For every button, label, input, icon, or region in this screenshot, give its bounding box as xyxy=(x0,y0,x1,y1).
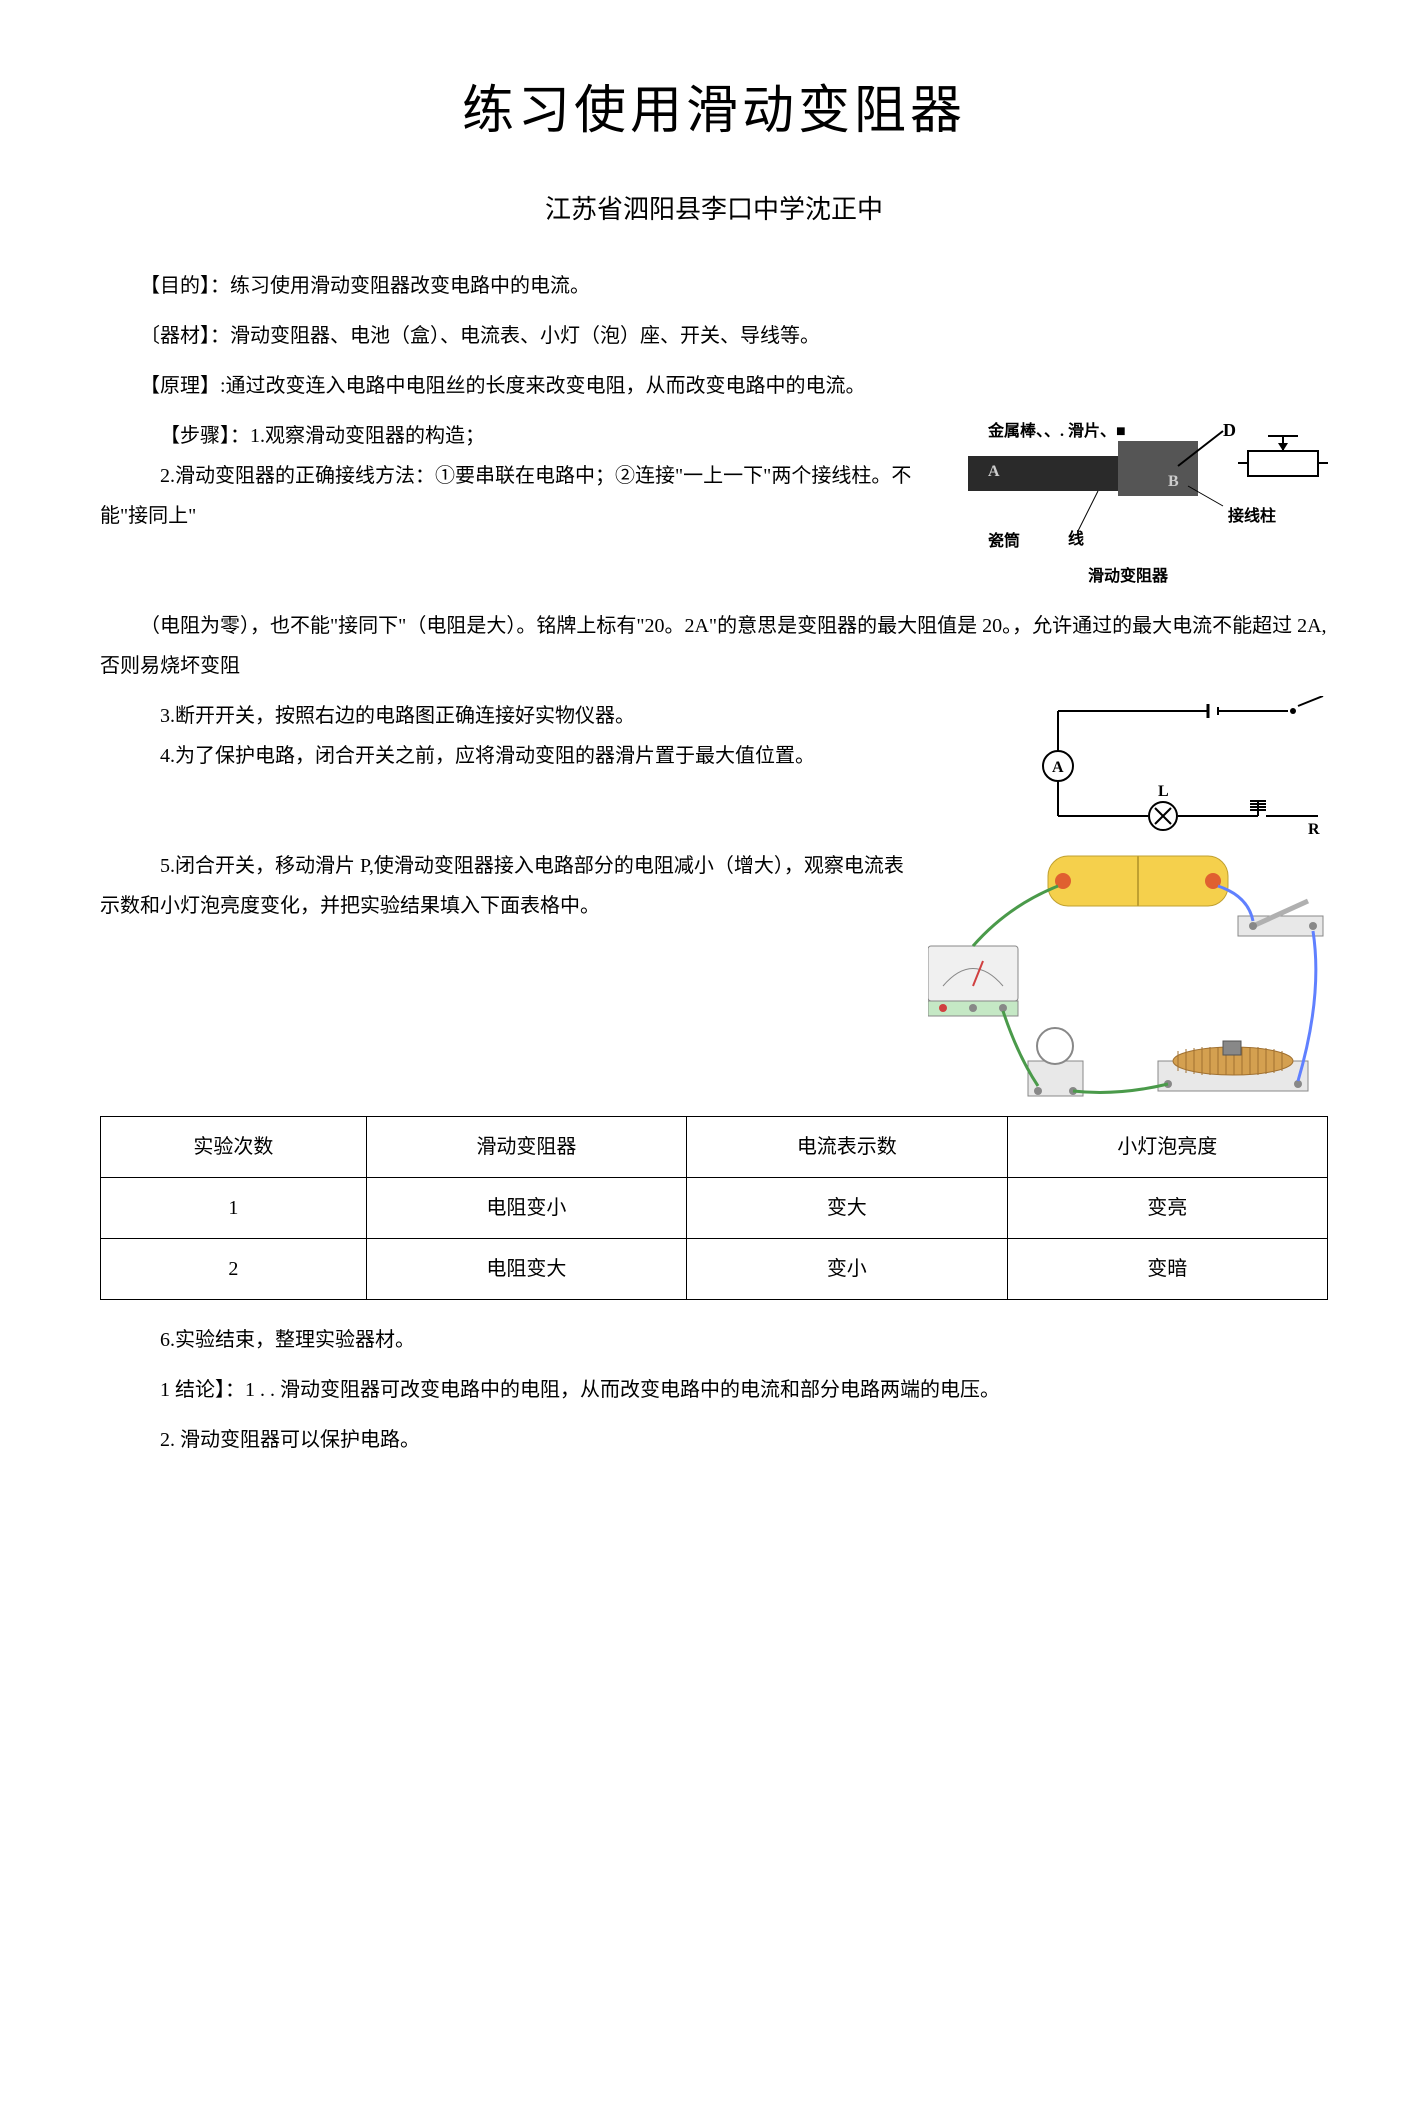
wire-switch-rheostat xyxy=(1298,931,1316,1081)
bulb-glass xyxy=(1037,1028,1073,1064)
circuit-ammeter-label: A xyxy=(1052,759,1064,776)
circuit-lamp-label: L xyxy=(1158,783,1169,800)
table-header: 电流表示数 xyxy=(687,1117,1007,1178)
rheostat-bar-label: 金属棒、、. 滑片、■ xyxy=(988,416,1126,448)
circuit-r-label: R xyxy=(1308,821,1320,836)
purpose-label: 【目的】 xyxy=(140,275,210,297)
table-row: 1 电阻变小 变大 变亮 xyxy=(101,1178,1328,1239)
table-cell: 变大 xyxy=(687,1178,1007,1239)
step1-content: ：1.观察滑动变阻器的构造； xyxy=(230,425,485,447)
table-cell: 1 xyxy=(101,1178,367,1239)
step2b-section: （电阻为零），也不能"接同下"（电阻是大）。铭牌上标有"20。2A"的意思是变阻… xyxy=(100,606,1328,686)
table-cell: 2 xyxy=(101,1239,367,1300)
step5-text: 5.闭合开关，移动滑片 P,使滑动变阻器接入电路部分的电阻减小（增大），观察电流… xyxy=(100,846,908,926)
wire-bulb-rheostat xyxy=(1073,1084,1168,1092)
conclusion1-section: 1 结论】：1 . . 滑动变阻器可改变电路中的电阻，从而改变电路中的电流和部分… xyxy=(100,1370,1328,1410)
rheostat-caption: 滑动变阻器 xyxy=(1088,561,1168,593)
equipment-text: ：滑动变阻器、电池（盒）、电流表、小灯（泡）座、开关、导线等。 xyxy=(210,325,820,347)
rheostat-tube-label: 瓷筒 xyxy=(988,526,1020,558)
table-cell: 变亮 xyxy=(1007,1178,1327,1239)
rheostat-a-label: A xyxy=(988,463,1000,480)
wire-battery-ammeter xyxy=(973,886,1058,946)
conclusion-label: 1 结论】 xyxy=(160,1379,225,1401)
conclusion1-text: ：1 . . 滑动变阻器可改变电路中的电阻，从而改变电路中的电流和部分电路两端的… xyxy=(225,1379,1000,1401)
step2a-text: 2.滑动变阻器的正确接线方法：①要串联在电路中；②连接"一上一下"两个接线柱。不… xyxy=(100,456,948,536)
purpose-section: 【目的】：练习使用滑动变阻器改变电路中的电流。 xyxy=(100,266,1328,306)
table-cell: 变暗 xyxy=(1007,1239,1327,1300)
page-title: 练习使用滑动变阻器 xyxy=(100,60,1328,164)
table-cell: 电阻变小 xyxy=(366,1178,686,1239)
rheostat-slider-phys xyxy=(1223,1041,1241,1055)
step6-text: 6.实验结束，整理实验器材。 xyxy=(100,1320,1328,1360)
apparatus-svg xyxy=(928,846,1328,1106)
table-header-row: 实验次数 滑动变阻器 电流表示数 小灯泡亮度 xyxy=(101,1117,1328,1178)
rheostat-d-label: D xyxy=(1223,420,1236,440)
step1-text: 【步骤】：1.观察滑动变阻器的构造； xyxy=(100,416,948,456)
table-row: 2 电阻变大 变小 变暗 xyxy=(101,1239,1328,1300)
page-subtitle: 江苏省泗阳县李口中学沈正中 xyxy=(100,184,1328,236)
step1-row: 【步骤】：1.观察滑动变阻器的构造； 2.滑动变阻器的正确接线方法：①要串联在电… xyxy=(100,416,1328,596)
table-header: 实验次数 xyxy=(101,1117,367,1178)
step3-text: 3.断开开关，按照右边的电路图正确连接好实物仪器。 xyxy=(100,696,1008,736)
equipment-label: 〔器材】 xyxy=(140,325,210,347)
rheostat-diagram: 金属棒、、. 滑片、■ D A B 接线柱 瓷筒 线 滑动变阻器 xyxy=(968,416,1328,596)
rheostat-wire-label: 线 xyxy=(1068,524,1084,556)
principle-section: 【原理】:通过改变连入电路中电阻丝的长度来改变电阻，从而改变电路中的电流。 xyxy=(100,366,1328,406)
step4-text: 4.为了保护电路，闭合开关之前，应将滑动变阻的器滑片置于最大值位置。 xyxy=(100,736,1008,776)
apparatus-diagram xyxy=(928,846,1328,1106)
table-header: 小灯泡亮度 xyxy=(1007,1117,1327,1178)
step5-row: 5.闭合开关，移动滑片 P,使滑动变阻器接入电路部分的电阻减小（增大），观察电流… xyxy=(100,846,1328,1106)
rheostat-b-label: B xyxy=(1168,473,1179,490)
conclusion2-text: 2. 滑动变阻器可以保护电路。 xyxy=(100,1420,1328,1460)
circuit-svg: A L R xyxy=(1028,696,1328,836)
ammeter-body xyxy=(928,946,1018,1001)
principle-label: 【原理】 xyxy=(140,375,220,397)
rheostat-slider xyxy=(1118,441,1198,496)
rheostat-symbol-box xyxy=(1248,451,1318,476)
equipment-section: 〔器材】：滑动变阻器、电池（盒）、电流表、小灯（泡）座、开关、导线等。 xyxy=(100,316,1328,356)
table-cell: 电阻变大 xyxy=(366,1239,686,1300)
purpose-text: ：练习使用滑动变阻器改变电路中的电流。 xyxy=(210,275,590,297)
steps-label: 【步骤】 xyxy=(160,425,230,447)
results-table: 实验次数 滑动变阻器 电流表示数 小灯泡亮度 1 电阻变小 变大 变亮 2 电阻… xyxy=(100,1116,1328,1300)
rheostat-symbol-arrow xyxy=(1278,443,1288,451)
principle-text: :通过改变连入电路中电阻丝的长度来改变电阻，从而改变电路中的电流。 xyxy=(220,375,866,397)
step3-row: 3.断开开关，按照右边的电路图正确连接好实物仪器。 4.为了保护电路，闭合开关之… xyxy=(100,696,1328,836)
circuit-diagram: A L R xyxy=(1028,696,1328,836)
rheostat-terminal-label: 接线柱 xyxy=(1228,501,1276,533)
table-cell: 变小 xyxy=(687,1239,1007,1300)
table-header: 滑动变阻器 xyxy=(366,1117,686,1178)
